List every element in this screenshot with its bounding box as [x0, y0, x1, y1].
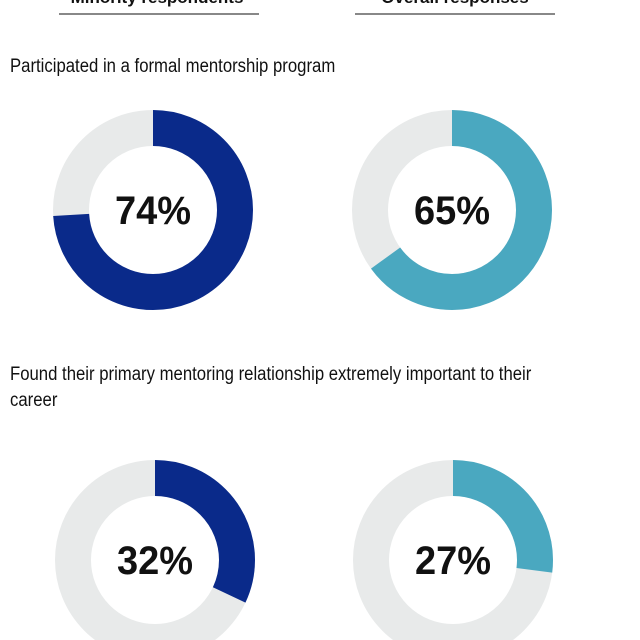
- donut-arc-minority: [55, 460, 255, 640]
- donut-arc-overall: [352, 110, 552, 310]
- header-overall: Overall responses: [355, 0, 555, 8]
- percent-label: 65%: [414, 189, 490, 233]
- donut-arc-minority: [53, 110, 253, 310]
- percent-label: 74%: [115, 189, 191, 233]
- percent-label: 27%: [415, 539, 491, 583]
- question-1: Participated in a formal mentorship prog…: [10, 56, 336, 77]
- question-2: Found their primary mentoring relationsh…: [10, 364, 532, 411]
- donut-arc-overall: [353, 460, 553, 640]
- header-rule-minority: [59, 13, 259, 15]
- header-minority: Minority respondents: [57, 0, 257, 8]
- header-rule-overall: [355, 13, 555, 15]
- percent-label: 32%: [117, 539, 193, 583]
